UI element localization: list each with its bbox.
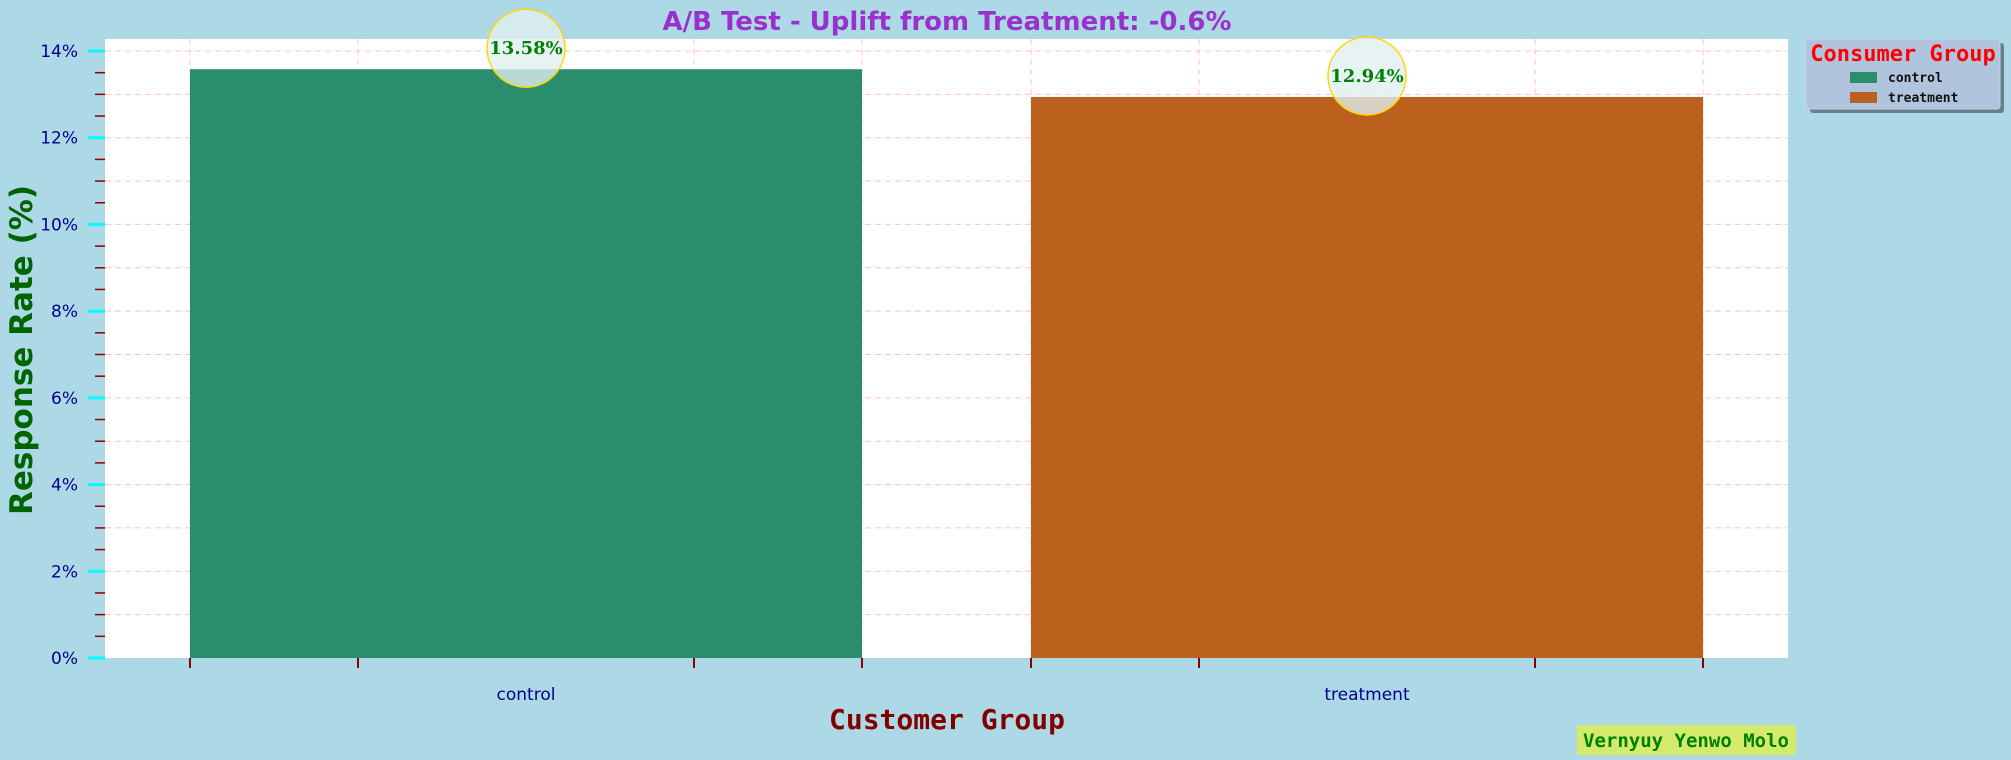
x-axis-label: Customer Group: [829, 703, 1065, 736]
data-label-circle: [1327, 36, 1407, 116]
y-tick-label: 6%: [51, 389, 78, 409]
data-label-control: 13.58%: [489, 38, 562, 59]
legend-swatch-control: [1850, 72, 1877, 83]
x-tick-label-treatment: treatment: [1324, 685, 1410, 705]
legend-label-control: control: [1888, 71, 1943, 86]
y-tick-label: 10%: [40, 215, 78, 235]
y-tick-label: 2%: [51, 562, 78, 582]
watermark-box: [1577, 725, 1796, 755]
y-tick-label: 0%: [51, 649, 78, 669]
watermark-text: Vernyuy Yenwo Molo: [1583, 730, 1789, 752]
legend: Consumer Group control treatment: [1805, 38, 2004, 113]
data-label-circle: [486, 8, 566, 88]
y-tick-label: 14%: [40, 42, 78, 62]
data-labels: 13.58% 12.94%: [486, 8, 1407, 116]
legend-swatch-treatment: [1850, 92, 1877, 103]
bar-control: [190, 69, 862, 658]
bars: [190, 69, 1703, 659]
chart-title: A/B Test - Uplift from Treatment: -0.6%: [662, 7, 1231, 37]
data-label-treatment: 12.94%: [1330, 66, 1403, 87]
y-axis-label: Response Rate (%): [4, 185, 40, 515]
watermark: Vernyuy Yenwo Molo: [1577, 725, 1796, 755]
legend-label-treatment: treatment: [1888, 91, 1958, 106]
legend-box: [1805, 38, 2001, 110]
legend-title: Consumer Group: [1810, 42, 1995, 67]
axis-ticks: 0% 2% 4% 6% 8% 10% 12% 14% control treatment: [40, 42, 1704, 705]
bar-treatment: [1031, 96, 1703, 659]
x-tick-label-control: control: [497, 685, 556, 705]
y-tick-label: 4%: [51, 476, 78, 496]
y-tick-label: 12%: [40, 129, 78, 149]
y-tick-label: 8%: [51, 302, 78, 322]
